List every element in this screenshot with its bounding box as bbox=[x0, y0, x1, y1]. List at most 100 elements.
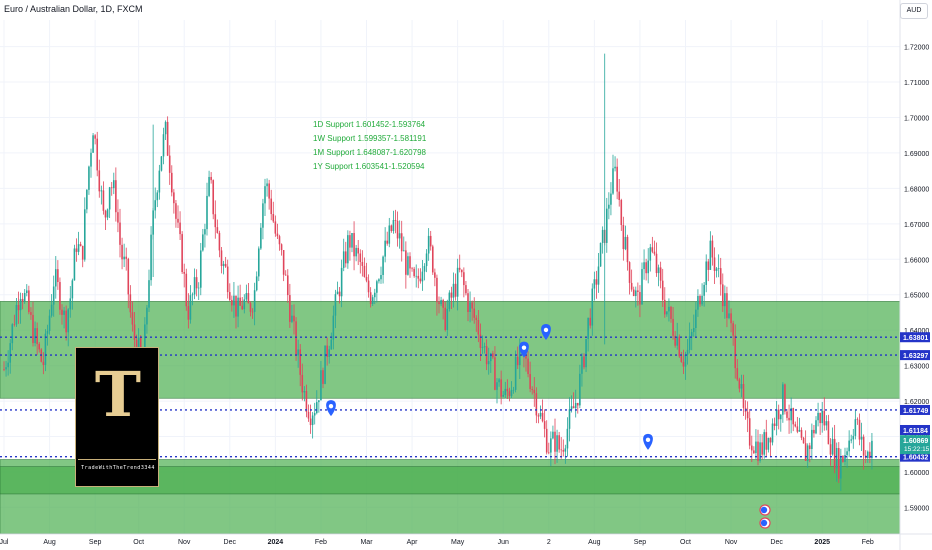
y-tick-label: 1.70000 bbox=[904, 115, 929, 122]
candle-body bbox=[257, 248, 260, 277]
candle-body bbox=[782, 384, 784, 415]
candle-body bbox=[672, 318, 674, 336]
candle-body bbox=[125, 256, 128, 259]
x-tick-label: Sep bbox=[89, 539, 102, 546]
candle-body bbox=[663, 299, 666, 315]
candle-body bbox=[535, 393, 538, 416]
candle-body bbox=[344, 251, 347, 264]
watermark-handle: TradeWithTheTrend3344 bbox=[81, 465, 155, 471]
candle-body bbox=[707, 261, 710, 270]
candle-body bbox=[59, 282, 61, 310]
candle-body bbox=[587, 317, 589, 339]
candle-body bbox=[730, 313, 732, 324]
candle-body bbox=[195, 277, 198, 289]
candle-body bbox=[166, 121, 169, 156]
candle-body bbox=[411, 268, 413, 270]
chart-title: Euro / Australian Dollar, 1D, FXCM bbox=[4, 4, 143, 14]
map-pin-dot-1 bbox=[521, 345, 527, 350]
candle-body bbox=[831, 438, 834, 455]
support-line-1m: 1M Support 1.648087-1.620798 bbox=[313, 148, 426, 157]
price-axis[interactable]: 1.590001.600001.610001.620001.630001.640… bbox=[899, 0, 930, 550]
candle-body bbox=[260, 227, 262, 249]
candle-body bbox=[616, 166, 618, 192]
watermark-letter: T bbox=[94, 358, 142, 431]
candle-body bbox=[827, 421, 830, 445]
candle-body bbox=[477, 320, 480, 335]
candle-body bbox=[284, 274, 287, 276]
candle-body bbox=[156, 192, 159, 201]
candle-body bbox=[315, 402, 318, 414]
candle-body bbox=[330, 339, 333, 350]
x-tick-label: 2 bbox=[547, 539, 551, 546]
candle-body bbox=[431, 246, 434, 273]
candle-body bbox=[146, 307, 148, 325]
candle-body bbox=[237, 297, 239, 317]
candle-body bbox=[852, 435, 855, 440]
candle-body bbox=[657, 267, 660, 274]
candle-body bbox=[614, 166, 616, 169]
candle-body bbox=[622, 225, 625, 250]
candle-body bbox=[593, 279, 596, 289]
candle-body bbox=[299, 349, 302, 375]
candle-body bbox=[119, 222, 121, 245]
candle-body bbox=[817, 412, 819, 421]
candle-body bbox=[417, 275, 420, 279]
candle-body bbox=[191, 294, 194, 296]
candle-body bbox=[489, 353, 492, 362]
candle-body bbox=[9, 343, 12, 363]
candle-body bbox=[150, 234, 152, 281]
candle-body bbox=[862, 436, 865, 456]
candle-body bbox=[759, 442, 761, 461]
candle-body bbox=[574, 402, 577, 409]
candle-body bbox=[637, 290, 639, 293]
candle-body bbox=[690, 332, 693, 337]
candle-body bbox=[322, 370, 324, 384]
candle-body bbox=[367, 280, 370, 293]
candle-body bbox=[570, 406, 573, 410]
candle-body bbox=[249, 303, 252, 312]
x-tick-label: Jun bbox=[498, 539, 509, 546]
y-tick-label: 1.65000 bbox=[904, 293, 929, 300]
candle-body bbox=[305, 391, 308, 412]
candle-body bbox=[133, 324, 136, 340]
candle-body bbox=[659, 267, 662, 281]
candle-body bbox=[605, 208, 608, 243]
x-tick-label: Mar bbox=[360, 539, 373, 546]
candle-body bbox=[444, 307, 447, 330]
candle-body bbox=[800, 429, 803, 438]
candle-body bbox=[429, 235, 432, 247]
candle-body bbox=[661, 280, 664, 300]
candle-body bbox=[57, 269, 59, 283]
candle-body bbox=[349, 235, 351, 248]
candle-body bbox=[835, 448, 838, 469]
candle-body bbox=[692, 328, 695, 333]
candle-body bbox=[668, 306, 670, 312]
currency-badge[interactable]: AUD bbox=[900, 3, 928, 19]
candle-body bbox=[183, 272, 186, 274]
candle-body bbox=[556, 435, 558, 452]
candle-body bbox=[36, 328, 38, 345]
candle-body bbox=[402, 250, 405, 252]
candle-body bbox=[547, 452, 550, 454]
candle-body bbox=[541, 412, 544, 422]
candle-body bbox=[311, 415, 314, 426]
candle-body bbox=[833, 438, 836, 469]
candle-body bbox=[224, 263, 227, 267]
candle-body bbox=[320, 370, 322, 401]
candle-body bbox=[761, 442, 763, 455]
candle-body bbox=[434, 272, 436, 278]
candle-body bbox=[115, 180, 117, 213]
candle-body bbox=[866, 451, 869, 458]
candle-body bbox=[30, 312, 32, 315]
x-tick-label: Apr bbox=[407, 539, 419, 546]
x-tick-label: Aug bbox=[43, 539, 56, 546]
candle-body bbox=[376, 281, 378, 293]
watermark-logo: T TradeWithTheTrend3344 bbox=[75, 347, 159, 487]
candle-body bbox=[204, 229, 206, 235]
candle-body bbox=[846, 451, 848, 455]
candle-body bbox=[709, 240, 712, 270]
candle-body bbox=[359, 253, 362, 263]
candle-body bbox=[608, 204, 610, 209]
candle-body bbox=[216, 227, 219, 233]
time-axis[interactable]: Jul Aug Sep Oct Nov Dec 2024 Feb Mar Apr May Jun 2 Au… bbox=[0, 533, 932, 546]
